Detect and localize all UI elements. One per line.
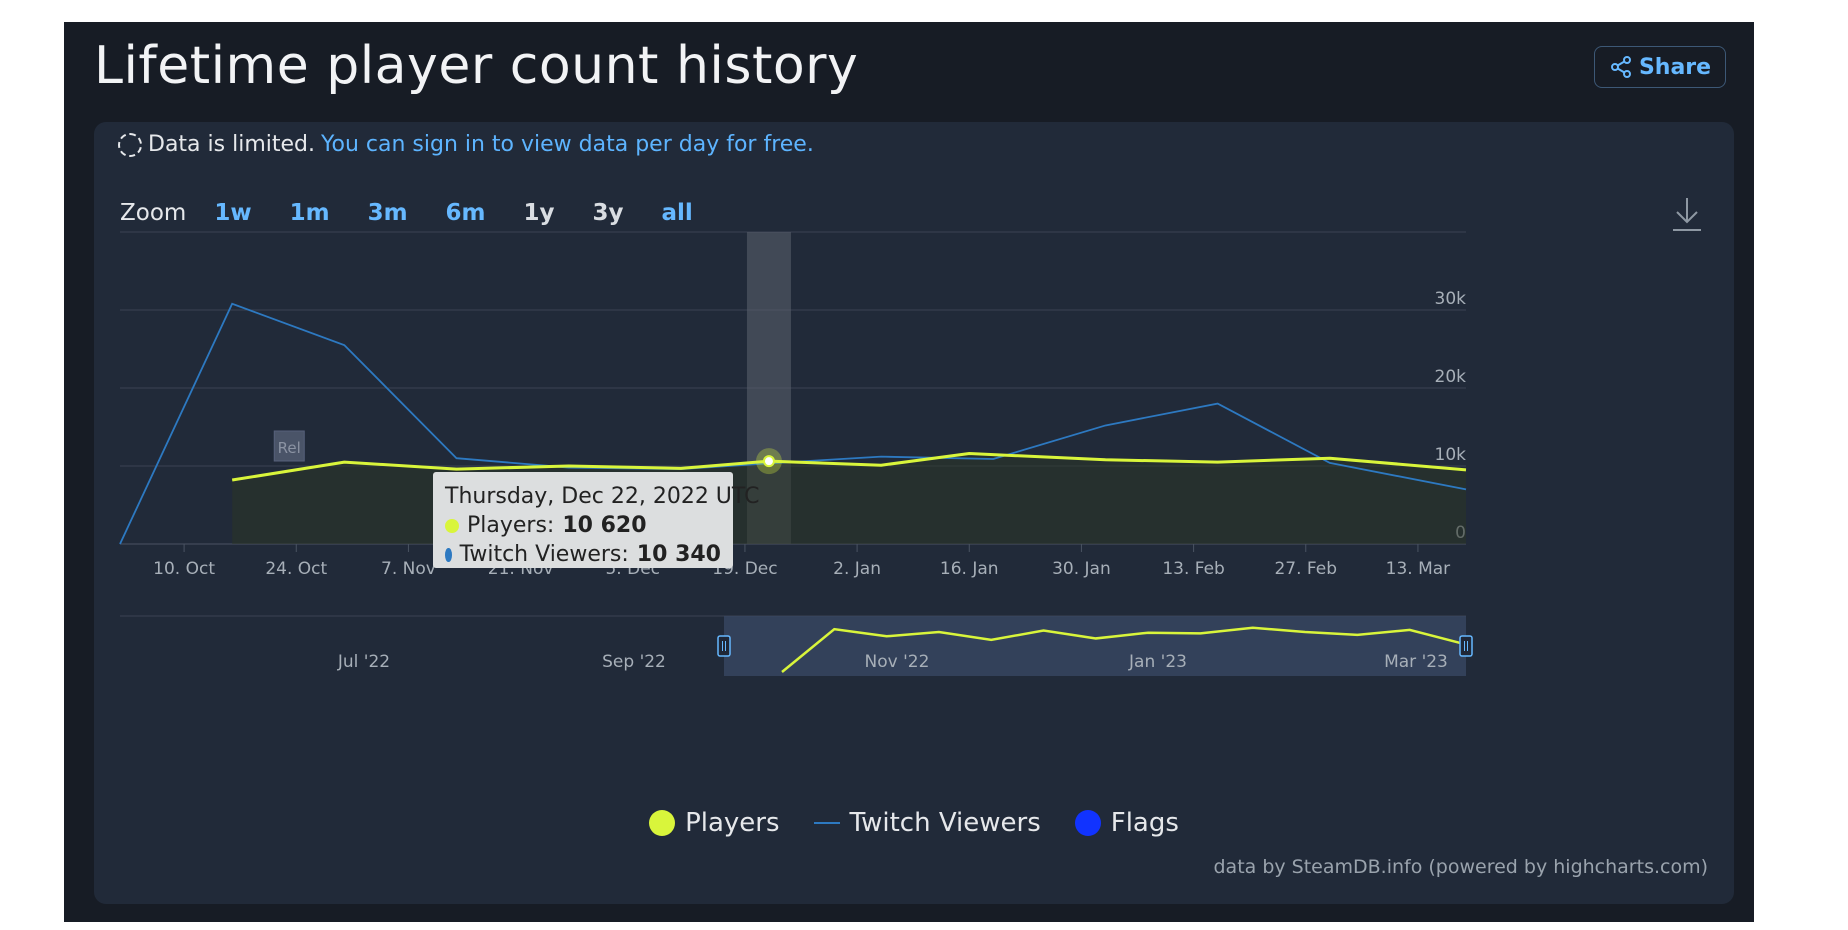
share-button[interactable]: Share <box>1594 46 1726 88</box>
twitch-legend-marker <box>813 822 840 824</box>
players-line <box>231 452 1467 482</box>
x-tick-label: 2. Jan <box>833 559 881 579</box>
legend-twitch[interactable]: Twitch Viewers <box>813 808 1041 838</box>
chart-legend: Players Twitch Viewers Flags <box>94 808 1734 838</box>
tooltip-players-marker <box>445 518 459 533</box>
chart-tooltip: Thursday, Dec 22, 2022 UTC Players: 10 6… <box>433 472 760 569</box>
x-tick-label: 13. Mar <box>1386 559 1451 579</box>
zoom-3m-button[interactable]: 3m <box>367 200 408 226</box>
download-icon[interactable] <box>1670 194 1704 234</box>
release-flag-label: Rel <box>278 439 301 457</box>
zoom-6m-button[interactable]: 6m <box>445 200 486 226</box>
zoom-controls: Zoom 1w 1m 3m 6m 1y 3y all <box>120 200 731 226</box>
x-tick-label: 27. Feb <box>1274 559 1337 579</box>
navigator-left-handle[interactable] <box>717 635 731 657</box>
tooltip-players-label: Players: <box>467 513 555 538</box>
navigator-players-line <box>781 626 1463 673</box>
tooltip-date: Thursday, Dec 22, 2022 UTC <box>445 484 760 509</box>
tooltip-twitch-marker <box>445 547 452 562</box>
tooltip-players-row: Players: 10 620 <box>445 511 721 540</box>
page-title: Lifetime player count history <box>94 36 859 96</box>
zoom-label: Zoom <box>120 200 187 226</box>
sign-in-link[interactable]: You can sign in to view data per day for… <box>320 132 814 157</box>
data-credit[interactable]: data by SteamDB.info (powered by highcha… <box>1213 856 1708 878</box>
tooltip-twitch-value: 10 340 <box>636 542 721 567</box>
y-tick-label: 30k <box>1435 289 1467 309</box>
zoom-all-button[interactable]: all <box>661 200 693 226</box>
legend-flags[interactable]: Flags <box>1074 808 1179 838</box>
zoom-3y-button[interactable]: 3y <box>592 200 624 226</box>
hover-marker <box>762 455 775 468</box>
x-tick-label: 13. Feb <box>1162 559 1225 579</box>
release-flag <box>273 430 305 462</box>
legend-flags-label: Flags <box>1110 808 1179 838</box>
tooltip-twitch-row: Twitch Viewers: 10 340 <box>445 540 721 569</box>
y-tick-label: 20k <box>1435 367 1467 387</box>
x-tick-label: 24. Oct <box>265 559 327 579</box>
y-tick-label: 10k <box>1435 445 1467 465</box>
tooltip-players-value: 10 620 <box>562 513 647 538</box>
x-tick-label: 10. Oct <box>153 559 215 579</box>
x-tick-label: 16. Jan <box>940 559 999 579</box>
navigator-label: Mar '23 <box>1384 652 1448 672</box>
flags-legend-marker <box>1074 810 1101 836</box>
zoom-1w-button[interactable]: 1w <box>214 200 252 226</box>
legend-players[interactable]: Players <box>649 808 780 838</box>
legend-players-label: Players <box>685 808 780 838</box>
navigator-label: Sep '22 <box>602 652 666 672</box>
legend-twitch-label: Twitch Viewers <box>849 808 1041 838</box>
navigator-right-handle[interactable] <box>1459 635 1473 657</box>
notice-text: Data is limited. <box>148 132 315 157</box>
tooltip-twitch-label: Twitch Viewers: <box>459 542 629 567</box>
navigator-label: Nov '22 <box>865 652 930 672</box>
navigator-selection <box>724 616 1466 676</box>
zoom-1m-button[interactable]: 1m <box>289 200 330 226</box>
players-legend-marker <box>649 810 676 836</box>
zoom-1y-button[interactable]: 1y <box>523 200 555 226</box>
loading-circle-icon <box>118 132 142 157</box>
x-tick-label: 7. Nov <box>381 559 436 579</box>
navigator-label: Jan '23 <box>1128 652 1187 672</box>
chart-panel: Lifetime player count history Share Data… <box>64 22 1754 922</box>
chart-container: Data is limited. You can sign in to view… <box>94 122 1734 904</box>
x-tick-label: 30. Jan <box>1052 559 1111 579</box>
share-label: Share <box>1638 54 1712 80</box>
data-limited-notice: Data is limited. You can sign in to view… <box>118 132 814 157</box>
navigator-label: Jul '22 <box>337 652 390 672</box>
share-icon <box>1610 56 1631 78</box>
